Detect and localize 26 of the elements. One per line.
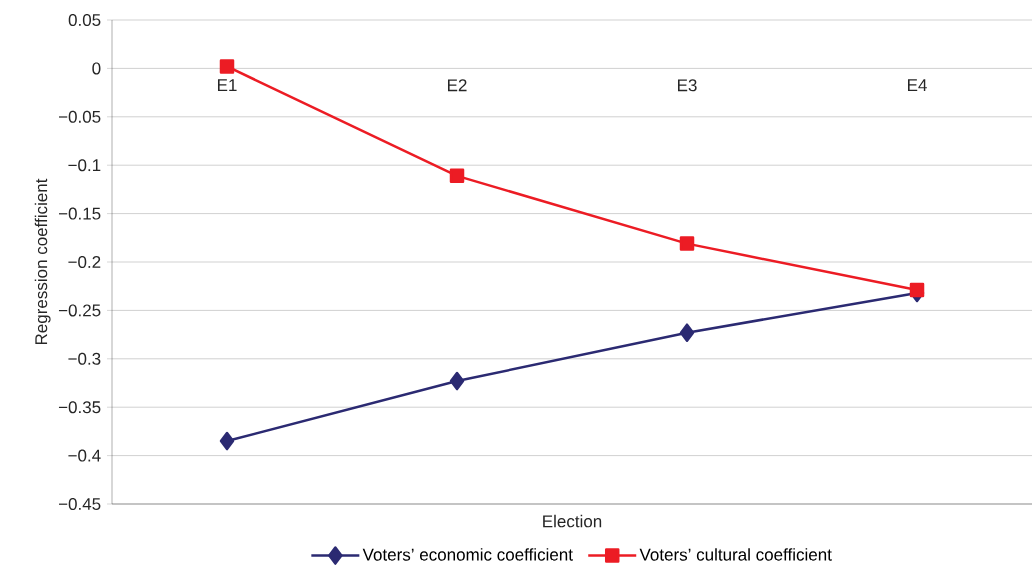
y-tick-label: 0 [92, 62, 101, 75]
x-tick-label: E3 [678, 79, 697, 92]
y-tick-label: −0.4 [68, 449, 101, 462]
x-tick-label: E2 [448, 79, 467, 92]
y-tick-label: −0.2 [68, 255, 101, 269]
y-tick-label: −0.3 [68, 352, 101, 365]
x-axis-title: Election [543, 514, 602, 528]
y-tick-label: −0.35 [58, 401, 101, 414]
legend-label: Voters’ economic coefficient [362, 548, 573, 561]
point [449, 371, 465, 391]
point [219, 431, 235, 451]
y-tick-label: 0.05 [68, 13, 101, 27]
point [449, 168, 465, 184]
point [909, 282, 925, 298]
point [679, 323, 695, 342]
point [679, 236, 695, 251]
x-tick-label: E4 [908, 79, 927, 91]
y-tick-label: −0.1 [68, 159, 101, 172]
y-axis-title: Regression coefficient [34, 178, 51, 345]
y-tick-label: −0.45 [58, 497, 101, 511]
x-tick-label: E1 [218, 79, 237, 91]
legend-label: Voters’ cultural coefficient [639, 548, 832, 561]
y-tick-label: −0.15 [58, 207, 101, 220]
y-tick-label: −0.25 [58, 304, 101, 317]
point [219, 59, 235, 74]
y-tick-label: −0.05 [58, 110, 101, 123]
